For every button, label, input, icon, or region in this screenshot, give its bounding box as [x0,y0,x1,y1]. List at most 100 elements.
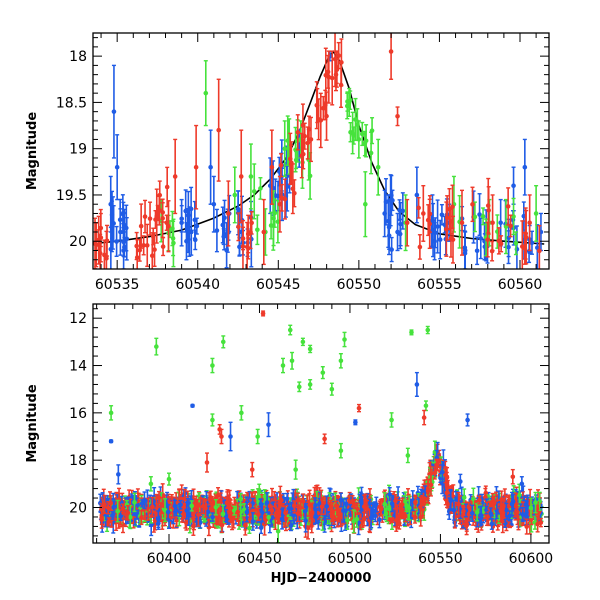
band-point [397,507,402,524]
band-point [225,496,230,509]
point-red [527,194,532,252]
cluster-point-red [138,203,144,249]
cluster-point-red [137,238,143,262]
band-point [506,494,511,513]
cluster-point-blue [474,236,480,266]
top-axis-ticks: 60535 60540 60545 60550 60555 60560 18 18.5 19 19… [56,33,549,293]
cluster-point-green [170,220,176,257]
point-green [210,357,215,374]
x-tick-label: 60400 [147,551,192,567]
x-tick-label: 60500 [328,551,373,567]
x-tick-label: 60450 [237,551,282,567]
point-blue [118,208,123,256]
band-point [300,493,306,510]
data-layer [98,310,544,543]
band-point [162,498,168,523]
point-red [510,468,516,485]
band-point [443,466,448,484]
point-green [346,87,352,117]
x-tick-label: 60560 [498,277,543,293]
band-point [241,503,247,517]
y-tick-label: 18 [69,453,87,469]
band-point [185,497,191,507]
cluster-point-red [157,180,163,210]
band-point [227,511,233,522]
band-point [295,492,301,509]
top-plot-area [93,33,545,269]
point-green [203,60,209,127]
point-green [282,120,288,178]
point-blue [465,413,470,427]
x-tick-label: 60540 [175,277,220,293]
point-blue [179,198,184,247]
band-point [535,515,540,533]
point-red [269,129,275,205]
bottom-panel-frame [92,303,550,544]
band-point [509,491,515,517]
cluster-point-red [295,114,301,151]
y-tick-label: 20 [69,234,87,250]
bottom-axis-ticks: 60400 60450 60500 60550 60600 12 14 16 18 20 [69,304,553,567]
cluster-point-red [142,199,148,234]
band-point [513,493,519,515]
band-point [361,511,367,527]
cluster-point-red [300,103,306,148]
cluster-point-red [416,196,421,219]
cluster-point-red [470,186,475,223]
cluster-point-green [369,117,375,145]
band-point [178,499,183,510]
cluster-point-blue [529,230,535,255]
point-green [533,185,539,242]
point-red [459,189,465,256]
cluster-point-red [448,208,454,235]
x-tick-label: 60545 [256,277,301,293]
y-tick-label: 18.5 [56,95,87,111]
top-panel: 60535 60540 60545 60550 60555 60560 18 18.5 19 19… [25,32,550,293]
cluster-point-red [316,98,321,141]
point-blue [395,212,400,252]
point-red [219,428,224,445]
point-green [307,379,313,390]
point-red [421,409,427,426]
point-green [409,329,414,336]
point-blue [266,412,271,438]
band-point [313,507,319,524]
band-point [507,510,513,522]
band-point [142,491,147,510]
point-green [423,400,429,412]
point-green [220,335,226,349]
band-point [244,501,250,523]
cluster-point-blue [437,219,443,260]
band-point [479,505,484,526]
point-red [238,129,244,224]
point-green [338,442,344,459]
point-green [405,447,411,464]
band-point [488,507,493,520]
cluster-point-red [164,166,170,208]
point-red [226,180,231,247]
point-green [300,337,306,347]
band-point [477,495,482,505]
band-point [205,505,211,519]
y-tick-label: 20 [69,501,87,517]
point-blue [414,166,420,224]
y-tick-label: 19 [69,142,87,158]
point-blue [462,231,468,269]
cluster-point-red [427,198,432,250]
point-blue [188,208,194,256]
point-blue [353,419,358,426]
band-point [127,504,133,530]
y-tick-label: 14 [69,359,87,375]
cluster-point-red [104,230,109,269]
cluster-point-green [255,214,260,246]
band-point [313,499,318,511]
point-green [363,171,368,238]
cluster-point-green [457,194,462,249]
band-point [469,504,475,523]
band-point [191,516,196,536]
cluster-point-blue [121,201,126,225]
band-point [358,491,364,512]
cluster-point-green [348,121,353,143]
point-blue [211,175,217,233]
band-point [105,501,111,515]
